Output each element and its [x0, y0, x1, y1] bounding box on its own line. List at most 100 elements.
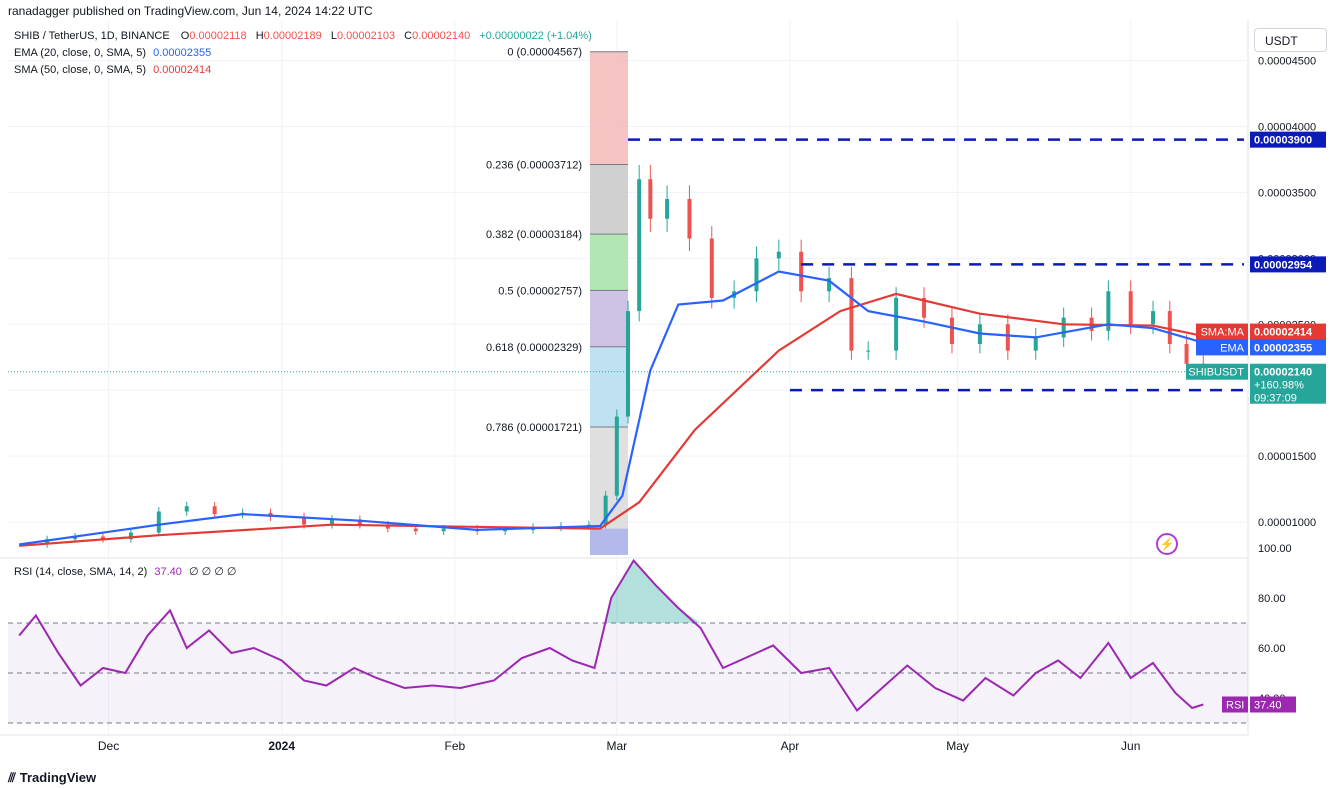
ohlc-change: +0.00000022 (+1.04%) [479, 30, 592, 42]
candle-body [754, 258, 759, 292]
ohlc-high: H0.00002189 [255, 30, 322, 42]
candle-body [329, 519, 334, 525]
sma-price-tag-label: SMA:MA [1201, 327, 1245, 339]
candle-body [648, 179, 653, 219]
sma-price-tag-right [1250, 323, 1326, 340]
ema-legend-label: EMA (20, close, 0, SMA, 5) [14, 47, 147, 59]
candle-body [1151, 311, 1156, 325]
footer-brand[interactable]: ⫻ TradingView [8, 770, 96, 786]
symbol-tag-line: 0.00002140 [1254, 367, 1312, 379]
symbol-title[interactable]: SHIB / TetherUS, 1D, BINANCE [14, 30, 170, 42]
horizontal-levels [8, 138, 1248, 392]
level-tag-label: 0.00003900 [1254, 135, 1312, 147]
ema-price-tag-right [1250, 339, 1326, 356]
publisher-line: ranadagger published on TradingView.com,… [8, 4, 373, 18]
currency-selector[interactable]: USDT [1254, 28, 1327, 52]
time-tick-label: 2024 [268, 739, 295, 753]
candle-body [665, 198, 670, 219]
fib-level-label: 0.786 (0.00001721) [486, 422, 582, 434]
rsi-band-fill [8, 623, 1248, 723]
rsi-legend-value: 37.40 [154, 566, 182, 578]
fib-band [590, 164, 628, 235]
sma50-line [19, 292, 1204, 547]
candle-body [799, 251, 804, 292]
moving-averages [19, 270, 1204, 547]
lightning-icon[interactable]: ⚡ [1156, 533, 1178, 555]
candle-body [894, 297, 899, 351]
candle-body [827, 278, 832, 292]
rsi-tag-left [1222, 696, 1248, 713]
rsi-tag-label: RSI [1226, 700, 1244, 712]
level-tag [1250, 131, 1326, 148]
fib-level-label: 0.618 (0.00002329) [486, 342, 582, 354]
candle-body [637, 179, 642, 312]
fib-band [590, 234, 628, 291]
rsi-tick-label: 80.00 [1258, 593, 1286, 605]
candle-body [503, 529, 508, 532]
footer-brand-label: TradingView [19, 770, 97, 785]
fib-level-label: 0.382 (0.00003184) [486, 229, 582, 241]
ema-price-tag: EMA 0.00002355 [1196, 339, 1326, 356]
symbol-tag-line: +160.98% [1254, 380, 1304, 392]
candle-body [849, 278, 854, 351]
symbol-tag-label: SHIBUSDT [1188, 367, 1244, 379]
sma-legend-label: SMA (50, close, 0, SMA, 5) [14, 64, 147, 76]
rsi-legend-label: RSI (14, close, SMA, 14, 2) [14, 566, 148, 578]
time-tick-label: May [946, 739, 969, 753]
time-tick-label: Jun [1121, 739, 1140, 753]
candle-body [603, 495, 608, 525]
level-tag-label: 0.00002954 [1254, 259, 1313, 271]
price-tick-label: 0.00004000 [1258, 121, 1316, 133]
candle-body [614, 416, 619, 496]
rsi-legend[interactable]: RSI (14, close, SMA, 14, 2) 37.40 ∅ ∅ ∅ … [14, 565, 236, 578]
candle-body [1061, 317, 1066, 338]
level-tag [1250, 256, 1326, 273]
candle-body [709, 238, 714, 298]
candle-body [184, 506, 189, 512]
candle-body [1128, 291, 1133, 325]
candle-body [413, 528, 418, 532]
symbol-legend: SHIB / TetherUS, 1D, BINANCE O0.00002118… [14, 30, 592, 42]
rsi-tag-right [1250, 696, 1296, 713]
candle-body [385, 524, 390, 529]
sma-legend-value: 0.00002414 [153, 64, 212, 76]
time-tick-label: Dec [98, 739, 119, 753]
candle-body [1005, 324, 1010, 351]
rsi-overbought-fill [605, 560, 707, 623]
candle-body [1184, 344, 1189, 364]
candle-body [128, 532, 133, 540]
ohlc-open: O0.00002118 [180, 30, 247, 42]
fib-band [590, 51, 628, 165]
fib-band [590, 290, 628, 347]
ema20-line [19, 270, 1204, 546]
rsi-legend-placeholders: ∅ ∅ ∅ ∅ [188, 566, 237, 578]
candle-body [1033, 337, 1038, 351]
time-tick-label: Apr [781, 739, 800, 753]
fib-level-label: 0 (0.00004567) [507, 47, 582, 59]
rsi-line [18, 558, 1204, 713]
price-tick-label: 0.00003500 [1258, 187, 1316, 199]
candle-body [100, 536, 105, 540]
candle-body [212, 506, 217, 515]
symbol-tag-box [1250, 363, 1326, 404]
candle-body [302, 516, 307, 525]
time-tick-label: Mar [606, 739, 627, 753]
candle-body [73, 536, 78, 540]
candle-body [1167, 311, 1172, 345]
candle-body [626, 311, 630, 417]
fibonacci-retracement: 0 (0.00004567) 0.236 (0.00003712) 0.382 (0… [486, 47, 628, 555]
candle-body [1106, 291, 1111, 331]
sma-price-tag-value: 0.00002414 [1254, 327, 1313, 339]
candle-body [922, 297, 927, 318]
ema-legend[interactable]: EMA (20, close, 0, SMA, 5) 0.00002355 [14, 47, 211, 59]
rsi-tick-label: 60.00 [1258, 643, 1286, 655]
candle-body [441, 528, 446, 532]
sma-legend[interactable]: SMA (50, close, 0, SMA, 5) 0.00002414 [14, 64, 211, 76]
ema-price-tag-left [1196, 339, 1248, 356]
rsi-tag-value: 37.40 [1254, 700, 1282, 712]
fib-band [590, 426, 628, 529]
candle-body [156, 511, 161, 533]
tradingview-logo-icon: ⫻ [8, 770, 16, 785]
symbol-tag-left [1186, 363, 1248, 380]
